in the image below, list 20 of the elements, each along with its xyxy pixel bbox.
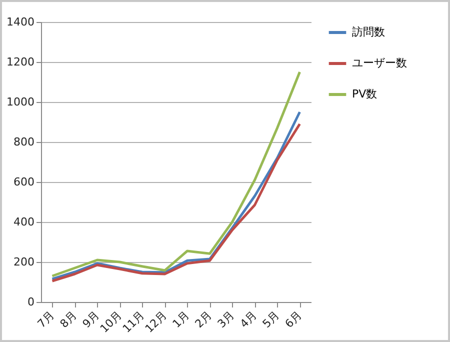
- y-tick-label: 200: [14, 256, 34, 268]
- y-tick-label: 400: [14, 216, 34, 228]
- x-tick-label: 2月: [192, 308, 214, 330]
- legend-label: PV数: [352, 88, 378, 100]
- x-tick-label: 5月: [260, 308, 282, 330]
- legend-label: ユーザー数: [352, 56, 407, 70]
- x-tick-label: 8月: [58, 308, 80, 330]
- x-tick-label: 7月: [35, 308, 57, 330]
- x-tick-label: 3月: [215, 308, 237, 330]
- x-tick-label: 4月: [238, 308, 260, 330]
- x-tick-label: 6月: [282, 308, 304, 330]
- y-tick-label: 1000: [6, 96, 34, 108]
- line-series: [51, 70, 301, 278]
- y-tick-label: 0: [28, 296, 34, 308]
- y-tick-label: 1400: [6, 16, 34, 28]
- legend-label: 訪問数: [352, 26, 385, 38]
- y-tick-label: 800: [14, 136, 34, 148]
- x-tick-label: 1月: [170, 308, 192, 330]
- y-tick-label: 600: [14, 176, 34, 188]
- y-tick-label: 1200: [6, 56, 34, 68]
